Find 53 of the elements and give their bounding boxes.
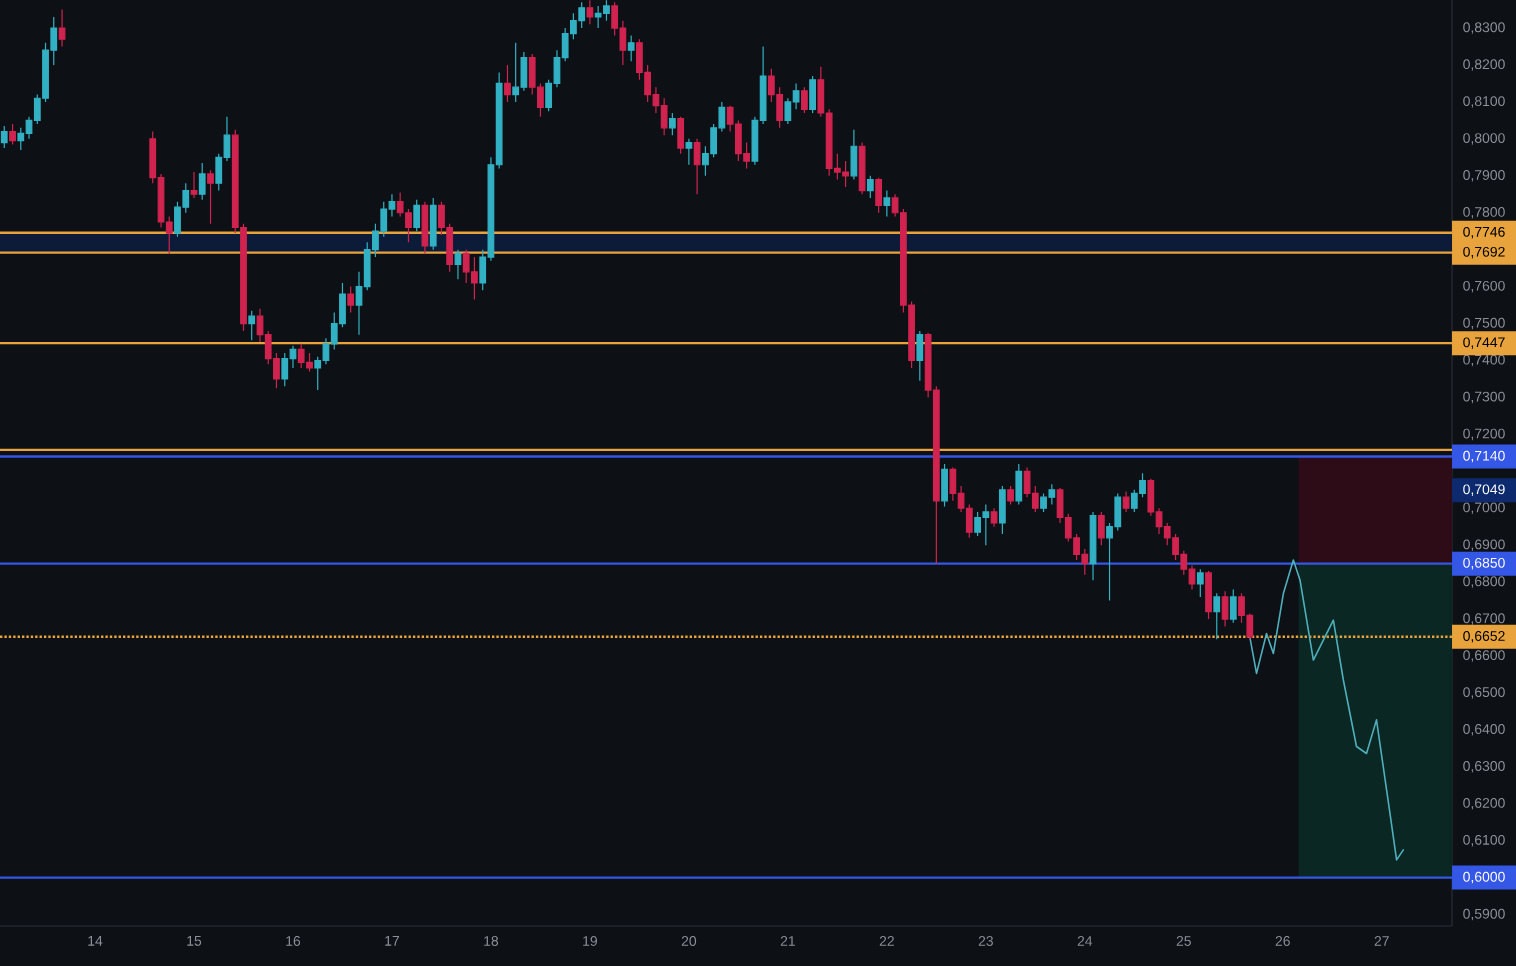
candlestick [413, 199, 421, 232]
candlestick [454, 249, 462, 280]
candlestick [1097, 511, 1105, 546]
candlestick [801, 86, 808, 114]
candlestick [1122, 491, 1130, 513]
candlestick [207, 169, 214, 225]
line-series [1249, 559, 1405, 861]
candlestick [1213, 592, 1221, 640]
candlestick [1040, 492, 1047, 513]
candlestick [858, 141, 866, 195]
candlestick [850, 129, 858, 181]
candlestick [1048, 483, 1056, 506]
candlestick [677, 116, 685, 155]
candlestick [866, 175, 874, 199]
candlestick [281, 352, 289, 387]
candlestick [883, 189, 891, 218]
candlestick [594, 5, 602, 29]
candlestick [586, 0, 594, 25]
candlestick [974, 511, 982, 537]
candlestick [421, 201, 429, 254]
candlestick [297, 343, 305, 369]
candlestick [198, 162, 206, 201]
candlestick [1196, 568, 1204, 598]
candlestick [916, 330, 924, 382]
candlestick [1015, 463, 1023, 506]
candlestick [982, 503, 990, 546]
candlestick [1007, 485, 1014, 506]
candlestick [685, 138, 693, 166]
candlestick [990, 507, 998, 528]
candlestick [471, 256, 478, 301]
candlestick [429, 197, 437, 251]
candlestick [190, 171, 198, 199]
candlestick [512, 42, 520, 103]
candlestick [627, 34, 635, 62]
candlestick [1205, 570, 1212, 620]
candlestick [248, 310, 256, 341]
candlestick [0, 125, 8, 149]
candlestick [306, 352, 313, 373]
candlestick [842, 160, 849, 188]
candlestick [1229, 588, 1237, 624]
candlestick [941, 463, 948, 507]
candlestick [347, 286, 355, 314]
candlestick [504, 64, 511, 103]
candlestick [603, 0, 610, 22]
candlestick [58, 8, 66, 48]
candlestick [693, 138, 701, 195]
candlestick [1221, 590, 1229, 628]
candlestick [9, 123, 16, 146]
candlestick [875, 177, 883, 214]
candlestick [1089, 511, 1097, 581]
candlestick [809, 75, 817, 114]
candlestick [668, 112, 676, 136]
candlestick [998, 485, 1006, 535]
